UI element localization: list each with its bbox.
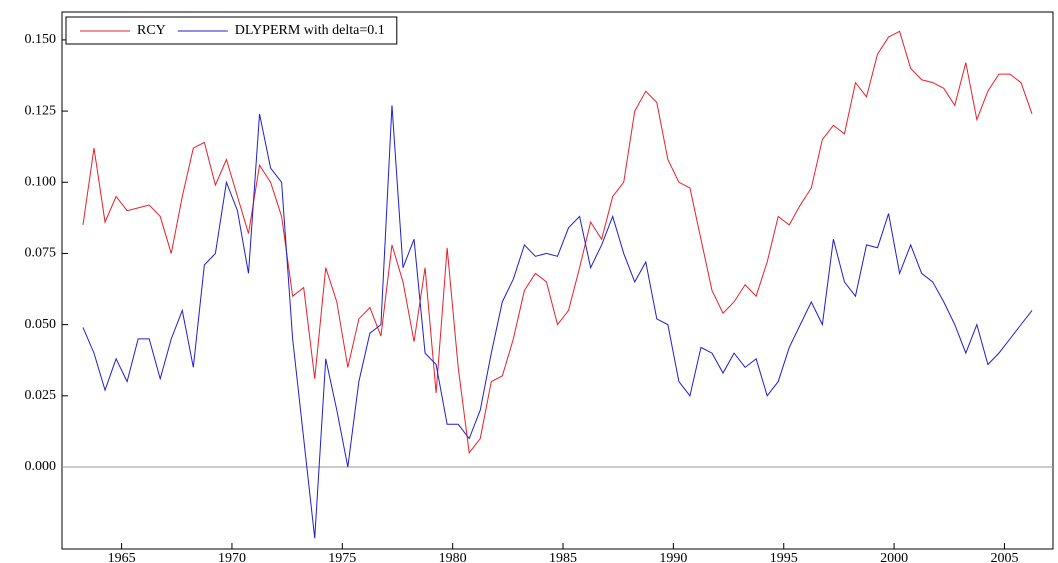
y-tick-label: 0.125 (25, 103, 57, 118)
y-tick-label: 0.100 (25, 174, 57, 189)
x-tick-label: 1995 (770, 551, 798, 563)
x-tick-label: 2005 (990, 551, 1018, 563)
x-tick-label: 1965 (108, 551, 136, 563)
x-tick-label: 1975 (328, 551, 356, 563)
series-line (82, 105, 1033, 539)
x-tick-label: 1990 (659, 551, 687, 563)
legend-label: DLYPERM with delta=0.1 (235, 23, 385, 38)
plot-frame (61, 11, 1054, 550)
y-tick-label: 0.050 (25, 317, 57, 332)
y-tick-label: 0.150 (25, 32, 57, 47)
y-tick-label: 0.025 (25, 388, 57, 403)
series-line (82, 30, 1033, 455)
y-tick-label: 0.000 (25, 459, 57, 474)
x-tick-label: 1980 (439, 551, 467, 563)
y-tick-label: 0.075 (25, 246, 57, 261)
legend-label: RCY (137, 23, 166, 38)
x-tick-label: 1985 (549, 551, 577, 563)
x-tick-label: 2000 (880, 551, 908, 563)
x-tick-label: 1970 (218, 551, 246, 563)
